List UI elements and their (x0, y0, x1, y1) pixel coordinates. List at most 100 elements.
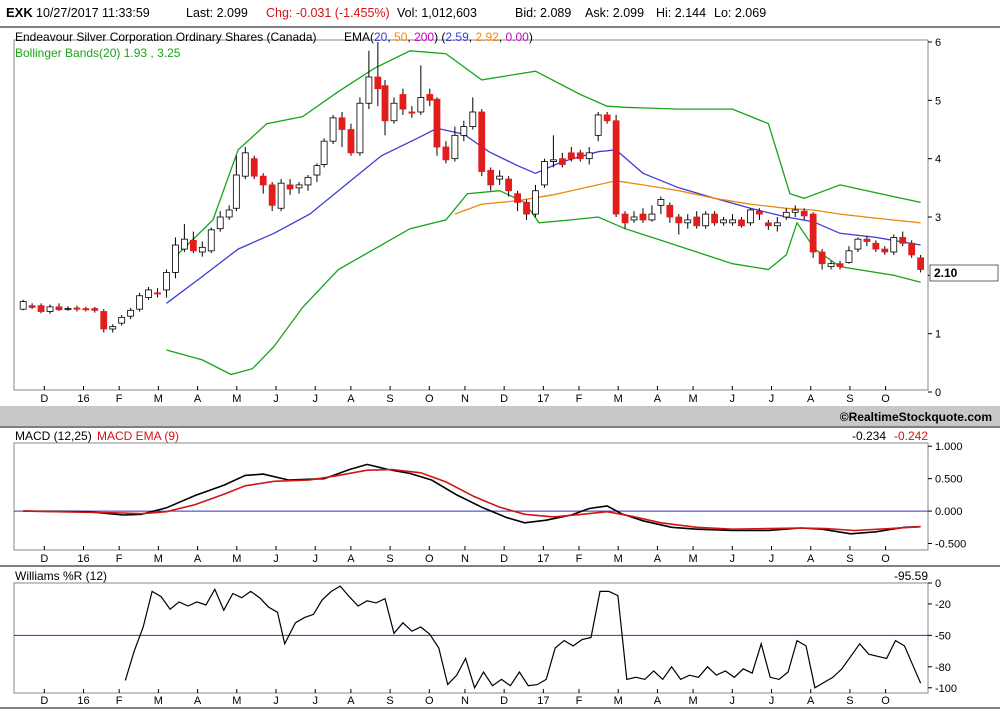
candle (145, 289, 152, 298)
candle (207, 229, 215, 252)
candle (764, 222, 772, 227)
ema-legend: EMA(20, 50, 200) (2.59, 2.92, 0.00) (344, 30, 533, 44)
svg-text:Chg: -0.031 (-1.455%): Chg: -0.031 (-1.455%) (266, 6, 390, 20)
x-tick-label: F (116, 695, 123, 707)
x-tick-label: A (347, 553, 355, 565)
x-tick-label: D (500, 553, 508, 565)
ask-value: 2.099 (613, 6, 644, 20)
datetime: 10/27/2017 11:33:59 (36, 6, 150, 20)
candle (908, 242, 916, 256)
last-price-tag (929, 264, 999, 282)
candle (216, 216, 224, 230)
macd-ema-label: MACD EMA (9) (97, 429, 179, 443)
candle (198, 246, 206, 253)
candle (594, 114, 602, 136)
candle (241, 152, 249, 177)
x-tick-label: J (273, 393, 279, 405)
x-tick-label: J (312, 553, 318, 565)
x-tick-label: J (769, 695, 775, 707)
x-tick-label: J (273, 553, 279, 565)
candle (558, 158, 566, 165)
candle (304, 176, 312, 186)
x-tick-label: J (730, 393, 736, 405)
candle (232, 174, 240, 209)
x-tick-label: J (730, 695, 736, 707)
candle (917, 257, 925, 270)
candle (365, 76, 373, 104)
candle (567, 152, 575, 160)
candle (442, 146, 450, 161)
x-tick-label: M (232, 553, 241, 565)
x-tick-label: M (154, 695, 163, 707)
candle (702, 213, 710, 227)
candle (28, 305, 36, 308)
x-tick-label: O (425, 553, 434, 565)
bid-label: Bid: (515, 6, 537, 20)
candle (693, 216, 701, 227)
series-line-bollinger-upper (176, 50, 921, 256)
x-tick-label: D (500, 695, 508, 707)
candle (603, 114, 611, 122)
x-tick-label: O (881, 393, 890, 405)
candle (541, 161, 548, 186)
candle (82, 308, 90, 311)
macd-label: MACD (12,25) (15, 429, 92, 443)
x-tick-label: F (576, 695, 583, 707)
x-tick-label: M (232, 695, 241, 707)
svg-text:EXK: EXK (6, 5, 33, 20)
x-tick-label: N (461, 393, 469, 405)
candle (478, 111, 486, 172)
candle (381, 85, 389, 122)
ema50-period: 50 (394, 30, 408, 44)
macd-panel (13, 442, 929, 551)
candle (19, 301, 27, 310)
x-tick-label: D (40, 553, 48, 565)
y-tick-label: -20 (935, 599, 951, 611)
candle (890, 237, 898, 253)
series-line-williams-r (124, 585, 922, 690)
x-tick-label: S (386, 695, 393, 707)
candle (118, 316, 126, 324)
price-panel (13, 39, 929, 391)
svg-text:Lo: 2.069: Lo: 2.069 (714, 6, 766, 20)
candle (854, 238, 862, 250)
candle (576, 152, 584, 160)
x-tick-label: O (881, 695, 890, 707)
series-line-macd-12-25- (23, 463, 921, 535)
ema20-period: 20 (374, 30, 388, 44)
bollinger-legend: Bollinger Bands(20) 1.93 , 3.25 (15, 46, 181, 60)
candle (259, 175, 267, 186)
candle (729, 219, 736, 224)
x-tick-label: M (689, 695, 698, 707)
y-tick-label: 4 (935, 154, 941, 166)
y-tick-label: 0.000 (935, 506, 963, 518)
svg-text:Hi: 2.144: Hi: 2.144 (656, 6, 706, 20)
candle (756, 210, 763, 215)
y-tick-label: 6 (935, 37, 941, 49)
y-tick-label: 1.000 (935, 441, 963, 453)
x-tick-label: M (154, 393, 163, 405)
candle (648, 213, 656, 221)
ema20-value: 2.59 (445, 30, 469, 44)
last-value: 2.099 (217, 6, 248, 20)
x-tick-label: 16 (77, 695, 89, 707)
y-tick-label: 0 (935, 387, 941, 399)
chg-label: Chg: (266, 6, 292, 20)
series-line-bollinger-lower (166, 190, 921, 376)
ema-prefix: EMA( (344, 30, 374, 44)
x-tick-label: J (769, 393, 775, 405)
candle (426, 94, 434, 101)
candle (621, 213, 629, 224)
macd-value: -0.234 (852, 429, 886, 443)
candle (747, 209, 754, 224)
hi-label: Hi: (656, 6, 671, 20)
company-name: Endeavour Silver Corporation Ordinary Sh… (15, 30, 316, 44)
x-tick-label: 17 (537, 393, 549, 405)
svg-text:Ask: 2.099: Ask: 2.099 (585, 6, 644, 20)
y-tick-label: 0.500 (935, 474, 963, 486)
y-tick-label: -100 (935, 683, 957, 695)
ask-label: Ask: (585, 6, 609, 20)
candle (356, 102, 364, 154)
candle (711, 213, 719, 224)
vol-label: Vol: (397, 6, 418, 20)
